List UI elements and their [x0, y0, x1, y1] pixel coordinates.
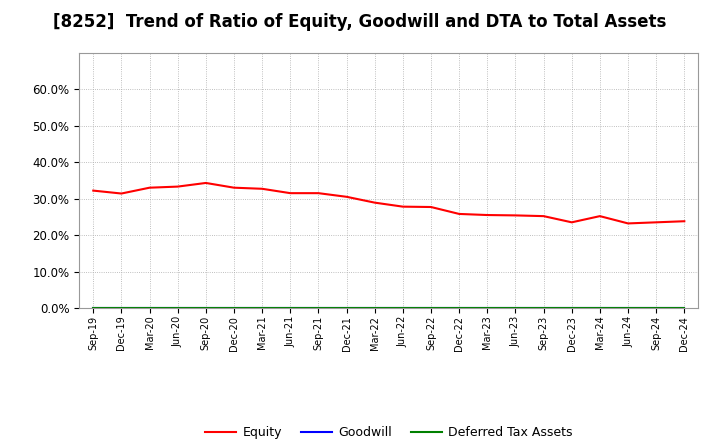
Legend: Equity, Goodwill, Deferred Tax Assets: Equity, Goodwill, Deferred Tax Assets — [200, 422, 577, 440]
Deferred Tax Assets — [399, 305, 408, 311]
Goodwill — [174, 305, 182, 311]
Deferred Tax Assets — [370, 305, 379, 311]
Deferred Tax Assets — [427, 305, 436, 311]
Deferred Tax Assets — [145, 305, 154, 311]
Goodwill — [117, 305, 126, 311]
Goodwill — [89, 305, 98, 311]
Equity — [230, 185, 238, 191]
Deferred Tax Assets — [595, 305, 604, 311]
Goodwill — [680, 305, 688, 311]
Equity — [145, 185, 154, 191]
Deferred Tax Assets — [455, 305, 464, 311]
Equity — [202, 180, 210, 186]
Goodwill — [370, 305, 379, 311]
Equity — [342, 194, 351, 199]
Equity — [652, 220, 660, 225]
Equity — [427, 204, 436, 209]
Deferred Tax Assets — [624, 305, 632, 311]
Text: [8252]  Trend of Ratio of Equity, Goodwill and DTA to Total Assets: [8252] Trend of Ratio of Equity, Goodwil… — [53, 13, 667, 31]
Goodwill — [483, 305, 492, 311]
Goodwill — [202, 305, 210, 311]
Equity — [567, 220, 576, 225]
Deferred Tax Assets — [89, 305, 98, 311]
Deferred Tax Assets — [202, 305, 210, 311]
Deferred Tax Assets — [567, 305, 576, 311]
Equity — [539, 213, 548, 219]
Deferred Tax Assets — [342, 305, 351, 311]
Goodwill — [455, 305, 464, 311]
Goodwill — [342, 305, 351, 311]
Equity — [314, 191, 323, 196]
Deferred Tax Assets — [483, 305, 492, 311]
Equity — [89, 188, 98, 193]
Deferred Tax Assets — [511, 305, 520, 311]
Goodwill — [595, 305, 604, 311]
Deferred Tax Assets — [230, 305, 238, 311]
Goodwill — [511, 305, 520, 311]
Equity — [117, 191, 126, 196]
Equity — [511, 213, 520, 218]
Deferred Tax Assets — [539, 305, 548, 311]
Equity — [174, 184, 182, 189]
Equity — [624, 221, 632, 226]
Goodwill — [258, 305, 266, 311]
Deferred Tax Assets — [652, 305, 660, 311]
Goodwill — [145, 305, 154, 311]
Deferred Tax Assets — [174, 305, 182, 311]
Goodwill — [427, 305, 436, 311]
Equity — [595, 213, 604, 219]
Equity — [399, 204, 408, 209]
Equity — [370, 200, 379, 205]
Equity — [455, 211, 464, 216]
Goodwill — [399, 305, 408, 311]
Equity — [483, 213, 492, 218]
Deferred Tax Assets — [258, 305, 266, 311]
Goodwill — [624, 305, 632, 311]
Deferred Tax Assets — [117, 305, 126, 311]
Goodwill — [314, 305, 323, 311]
Equity — [680, 219, 688, 224]
Goodwill — [539, 305, 548, 311]
Deferred Tax Assets — [314, 305, 323, 311]
Equity — [286, 191, 294, 196]
Deferred Tax Assets — [286, 305, 294, 311]
Goodwill — [652, 305, 660, 311]
Goodwill — [230, 305, 238, 311]
Line: Equity: Equity — [94, 183, 684, 224]
Goodwill — [567, 305, 576, 311]
Goodwill — [286, 305, 294, 311]
Deferred Tax Assets — [680, 305, 688, 311]
Equity — [258, 186, 266, 191]
